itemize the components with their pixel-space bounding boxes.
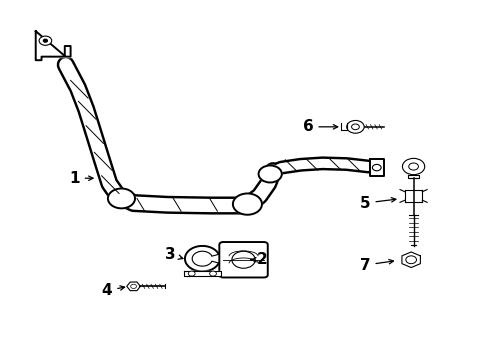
Circle shape	[259, 166, 282, 183]
Polygon shape	[127, 282, 140, 291]
Circle shape	[39, 36, 52, 45]
Circle shape	[402, 158, 425, 175]
Polygon shape	[184, 271, 221, 276]
Circle shape	[108, 189, 135, 208]
Text: 1: 1	[69, 171, 93, 186]
Text: 3: 3	[165, 247, 183, 262]
Text: 2: 2	[251, 252, 268, 267]
Text: 6: 6	[303, 119, 338, 134]
Polygon shape	[341, 123, 347, 130]
Circle shape	[210, 271, 217, 276]
Text: 5: 5	[360, 195, 396, 211]
FancyBboxPatch shape	[220, 242, 268, 278]
Polygon shape	[402, 252, 420, 267]
Text: 4: 4	[101, 283, 124, 298]
Circle shape	[232, 251, 255, 268]
Circle shape	[44, 39, 48, 42]
Polygon shape	[36, 31, 71, 60]
Polygon shape	[370, 159, 384, 176]
Circle shape	[372, 165, 381, 171]
Polygon shape	[408, 175, 419, 178]
Circle shape	[347, 121, 364, 133]
Circle shape	[233, 193, 262, 215]
Circle shape	[188, 271, 195, 276]
Text: 7: 7	[360, 257, 393, 273]
